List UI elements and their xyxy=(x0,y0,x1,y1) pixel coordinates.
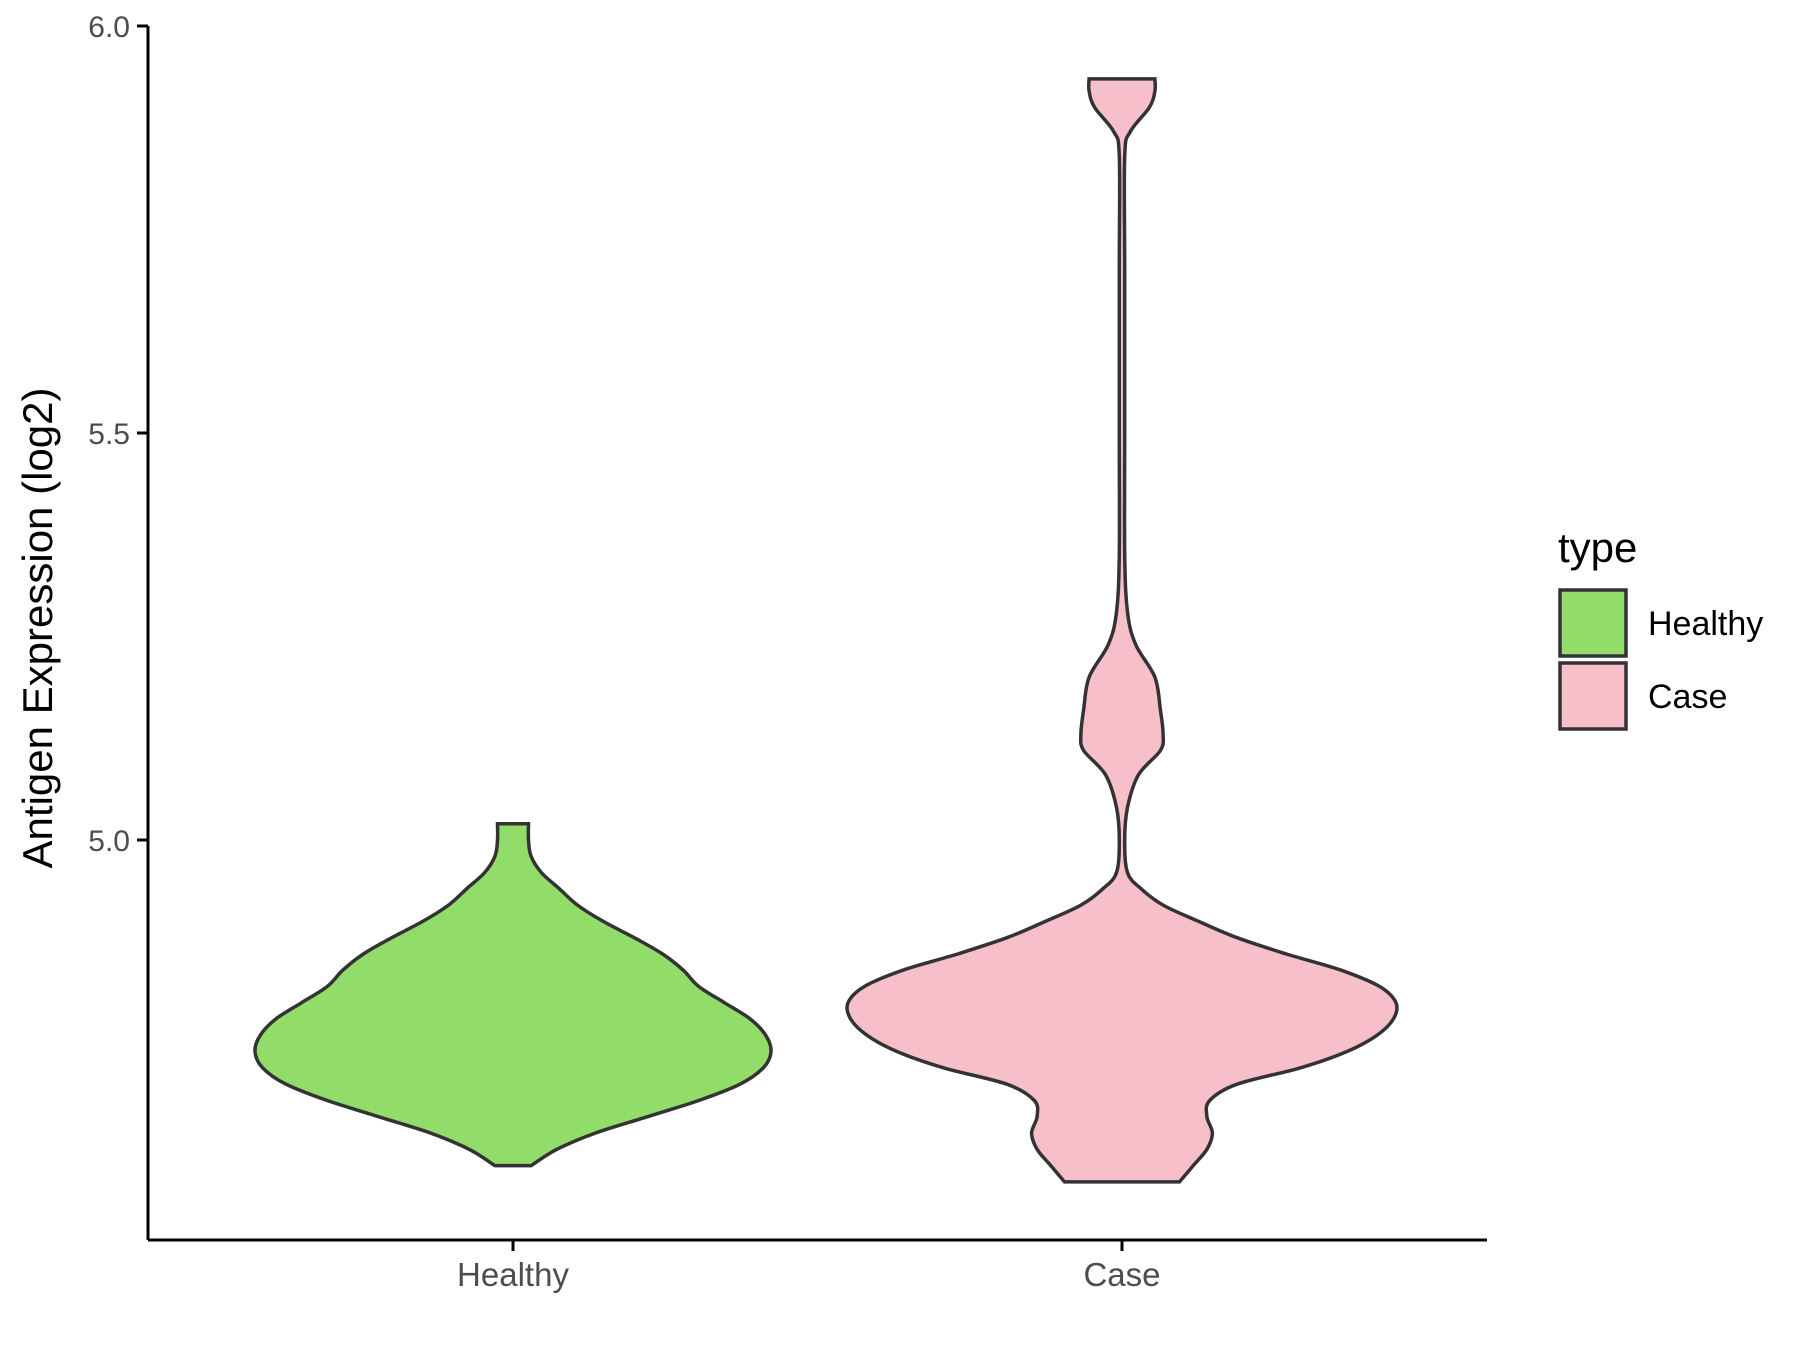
y-tick-label: 6.0 xyxy=(88,11,130,44)
y-axis-title: Antigen Expression (log2) xyxy=(14,388,61,869)
violin-healthy xyxy=(253,821,773,1168)
legend-title: type xyxy=(1558,524,1637,571)
axes-layer: 5.0 5.5 6.0 Healthy Case xyxy=(88,11,1487,1293)
legend-label: Case xyxy=(1648,678,1727,716)
legend: type Healthy Case xyxy=(1558,524,1763,731)
y-tick-label: 5.5 xyxy=(88,418,130,451)
x-tick-label: Healthy xyxy=(457,1256,569,1293)
y-tick-label: 5.0 xyxy=(88,825,130,858)
x-tick-label: Case xyxy=(1083,1256,1160,1293)
legend-items: Healthy Case xyxy=(1558,588,1763,731)
legend-label: Healthy xyxy=(1648,605,1763,643)
legend-key-case xyxy=(1558,661,1628,731)
violins-layer xyxy=(253,77,1399,1184)
legend-key-healthy xyxy=(1558,588,1628,658)
violin-case xyxy=(845,77,1399,1184)
